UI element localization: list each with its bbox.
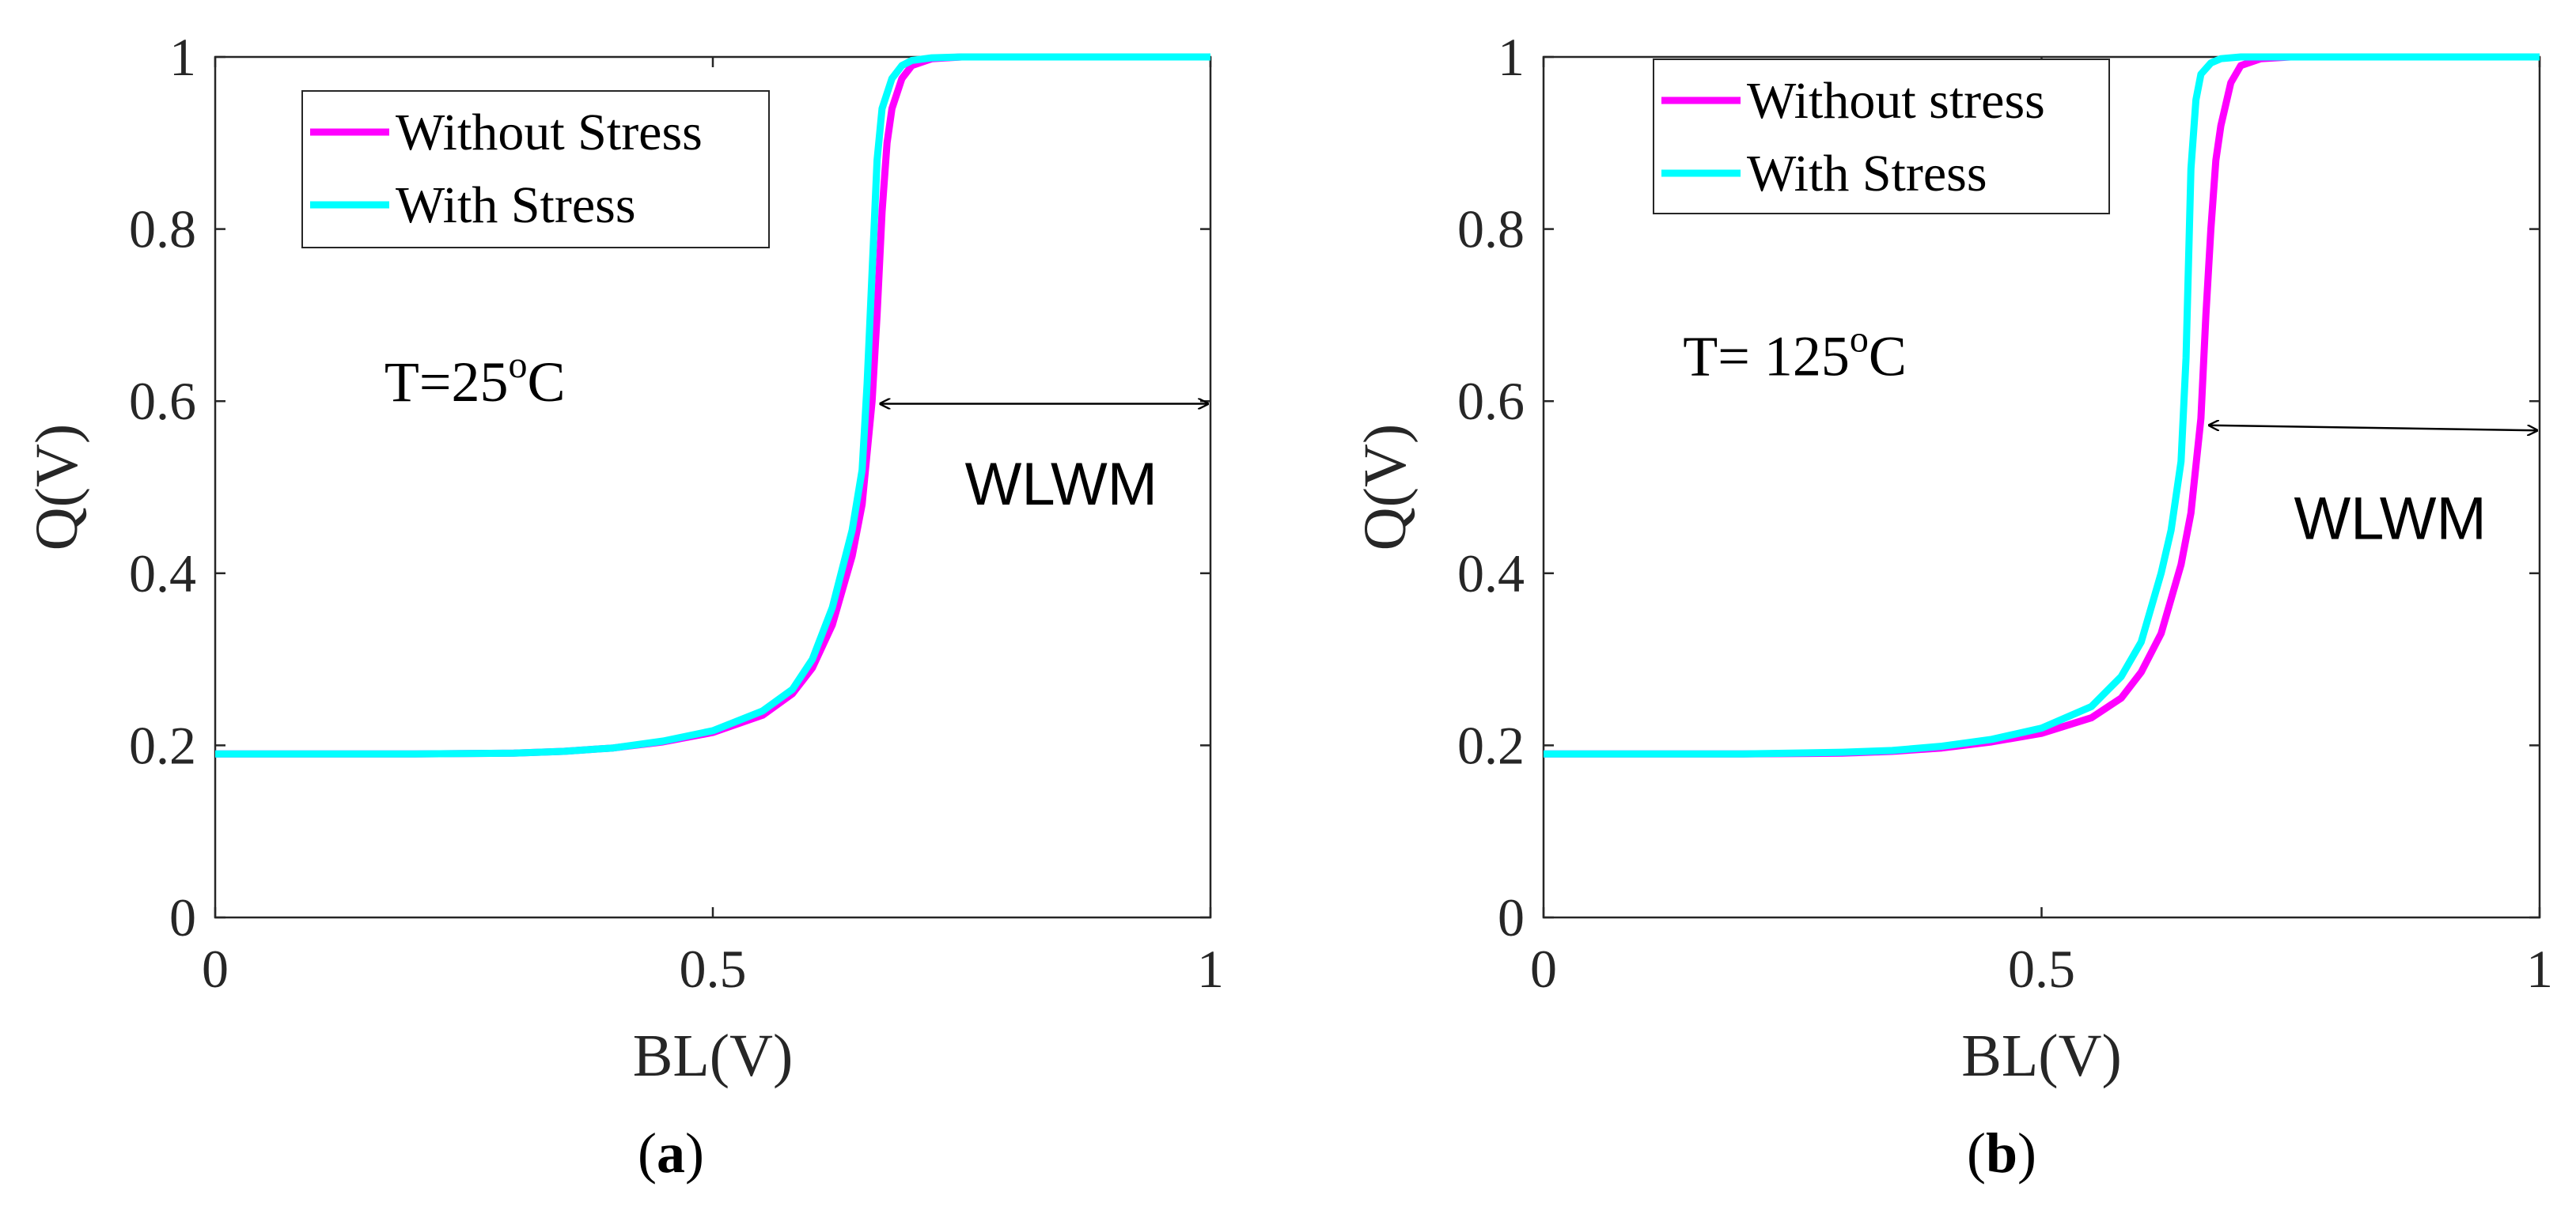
x-tick-label: 0.5 (2008, 939, 2075, 999)
y-tick-label: 1 (1498, 27, 1525, 87)
x-axis-label: BL(V) (1961, 1023, 2122, 1089)
y-axis-label: Q(V) (1352, 424, 1419, 550)
y-tick-label: 0.6 (129, 371, 196, 431)
series-group (1544, 53, 2540, 758)
y-tick-label: 0.2 (129, 715, 196, 775)
caption-open-paren: ( (638, 1122, 657, 1185)
legend-label-without-stress: Without Stress (396, 104, 703, 161)
legend-box (1653, 59, 2110, 214)
chart-panel-b: 0 0.2 0.4 0.6 0.8 1 0 0.5 1 BL(V) Q(V) WLWM T= 125oC… (1352, 27, 2553, 1185)
y-tick-label: 0.2 (1457, 715, 1525, 775)
x-tick-label: 0 (202, 939, 229, 999)
y-tick-label: 0.4 (129, 543, 196, 603)
wlwm-arrow (2209, 426, 2537, 431)
temperature-value: 125 (1764, 325, 1850, 388)
y-axis-label: Q(V) (24, 424, 90, 550)
caption-letter: b (1986, 1122, 2017, 1185)
y-tick-label: 0 (1498, 887, 1525, 948)
panel-caption: (b) (1967, 1122, 2036, 1185)
temperature-prefix: T= (1683, 325, 1764, 388)
x-tick-label: 0.5 (680, 939, 747, 999)
wlwm-label: WLWM (965, 451, 1157, 518)
series-group (215, 53, 1210, 758)
chart-panel-a: 0 0.2 0.4 0.6 0.8 1 0 0.5 1 BL(V) Q(V) WLWM T=25oC Wi… (24, 27, 1224, 1185)
x-tick-label: 0 (1530, 939, 1557, 999)
caption-open-paren: ( (1967, 1122, 1986, 1185)
y-tick-label: 1 (169, 27, 196, 87)
legend: Without stress With Stress (1653, 59, 2110, 214)
temperature-annotation: T=25oC (385, 344, 566, 414)
legend-label-without-stress: Without stress (1747, 72, 2045, 130)
degree-superscript: o (508, 344, 527, 386)
legend-label-with-stress: With Stress (1747, 145, 1987, 202)
degree-superscript: o (1850, 319, 1869, 361)
panel-caption: (a) (638, 1122, 704, 1185)
temperature-annotation: T= 125oC (1683, 319, 1907, 388)
x-tick-label: 1 (2526, 939, 2553, 999)
x-axis-label: BL(V) (633, 1023, 794, 1089)
series-line-with-stress (215, 53, 1210, 758)
caption-letter: a (657, 1122, 685, 1185)
temperature-prefix: T= (385, 350, 452, 414)
series-line-with-stress (1544, 53, 2540, 758)
legend-label-with-stress: With Stress (396, 176, 636, 234)
temperature-unit: C (1869, 325, 1907, 388)
y-tick-label: 0 (169, 887, 196, 948)
caption-close-paren: ) (2017, 1122, 2036, 1185)
y-tick-label: 0.8 (1457, 199, 1525, 259)
legend-box (301, 90, 770, 248)
y-tick-label: 0.4 (1457, 543, 1525, 603)
temperature-value: 25 (451, 350, 508, 414)
x-tick-label: 1 (1197, 939, 1224, 999)
legend: Without Stress With Stress (301, 90, 770, 248)
y-tick-label: 0.8 (129, 199, 196, 259)
caption-close-paren: ) (685, 1122, 704, 1185)
wlwm-label: WLWM (2294, 485, 2486, 552)
y-tick-label: 0.6 (1457, 371, 1525, 431)
temperature-unit: C (527, 350, 565, 414)
